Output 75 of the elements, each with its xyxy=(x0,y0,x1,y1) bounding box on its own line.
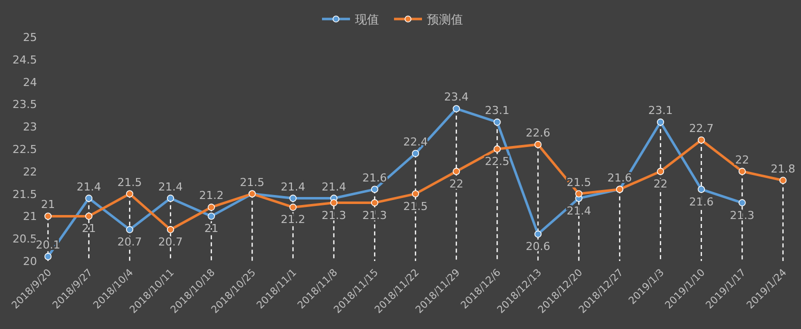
point xyxy=(126,190,134,198)
legend-label: 现值 xyxy=(355,12,379,26)
data-label: 21.2 xyxy=(199,189,224,202)
data-label: 21.6 xyxy=(362,171,387,184)
data-label: 21 xyxy=(41,198,55,212)
point xyxy=(126,226,134,234)
point xyxy=(85,194,92,202)
data-label: 22 xyxy=(654,177,668,190)
y-tick-label: 21.5 xyxy=(12,188,37,201)
point xyxy=(494,145,501,153)
y-tick-label: 23 xyxy=(23,120,37,134)
data-label: 21.4 xyxy=(566,204,592,218)
point xyxy=(738,168,746,175)
point xyxy=(289,204,297,211)
y-tick-label: 20 xyxy=(23,255,37,268)
data-label: 22.5 xyxy=(484,155,510,168)
point xyxy=(738,199,746,206)
data-label: 21.4 xyxy=(322,180,346,194)
y-tick-label: 22.5 xyxy=(12,143,37,156)
y-tick-label: 22 xyxy=(23,165,37,178)
point xyxy=(534,230,542,238)
data-label: 20.6 xyxy=(526,240,550,254)
point xyxy=(452,168,460,175)
data-label: 22 xyxy=(735,153,750,166)
point xyxy=(779,176,787,184)
point xyxy=(289,194,297,202)
data-label: 21.2 xyxy=(280,213,306,226)
point xyxy=(208,212,215,220)
data-label: 21.6 xyxy=(689,195,714,208)
data-label: 20.7 xyxy=(158,236,183,249)
data-label: 21.4 xyxy=(158,180,183,194)
point xyxy=(494,118,501,126)
point xyxy=(330,199,338,206)
y-tick-label: 23.5 xyxy=(12,98,37,112)
point xyxy=(208,204,215,211)
data-label: 21 xyxy=(204,222,218,236)
point xyxy=(166,194,174,202)
data-label: 21.5 xyxy=(403,200,428,213)
data-label: 21 xyxy=(82,222,96,236)
point xyxy=(698,136,705,144)
y-tick-label: 24 xyxy=(23,76,37,89)
y-tick-label: 20.5 xyxy=(12,232,37,246)
point xyxy=(44,252,52,260)
point xyxy=(371,199,378,206)
data-label: 21.3 xyxy=(730,208,754,222)
point xyxy=(44,212,52,220)
point xyxy=(698,186,705,193)
y-tick-label: 21 xyxy=(23,210,37,224)
data-label: 22.7 xyxy=(689,122,714,136)
point xyxy=(412,150,420,158)
data-label: 20.7 xyxy=(117,236,142,249)
data-label: 21.3 xyxy=(362,208,387,222)
data-label: 21.4 xyxy=(76,180,102,194)
point xyxy=(656,168,664,175)
y-tick-label: 24.5 xyxy=(12,53,37,66)
point xyxy=(452,105,460,112)
point xyxy=(85,212,92,220)
data-label: 22 xyxy=(449,177,464,190)
data-label: 22.6 xyxy=(526,126,550,140)
point xyxy=(166,226,174,234)
data-label: 21.3 xyxy=(322,208,346,222)
data-label: 21.8 xyxy=(770,162,796,176)
legend-label: 预测值 xyxy=(427,12,463,26)
point xyxy=(412,190,420,198)
data-label: 21.5 xyxy=(117,176,142,189)
data-label: 21.4 xyxy=(280,180,306,194)
data-label: 23.4 xyxy=(444,90,469,104)
point xyxy=(575,190,582,198)
point xyxy=(534,140,542,148)
data-label: 23.1 xyxy=(484,104,510,118)
data-label: 21.5 xyxy=(240,176,264,189)
y-tick-label: 25 xyxy=(23,31,37,44)
point xyxy=(656,118,664,126)
point xyxy=(371,186,378,193)
data-label: 23.1 xyxy=(648,104,673,118)
